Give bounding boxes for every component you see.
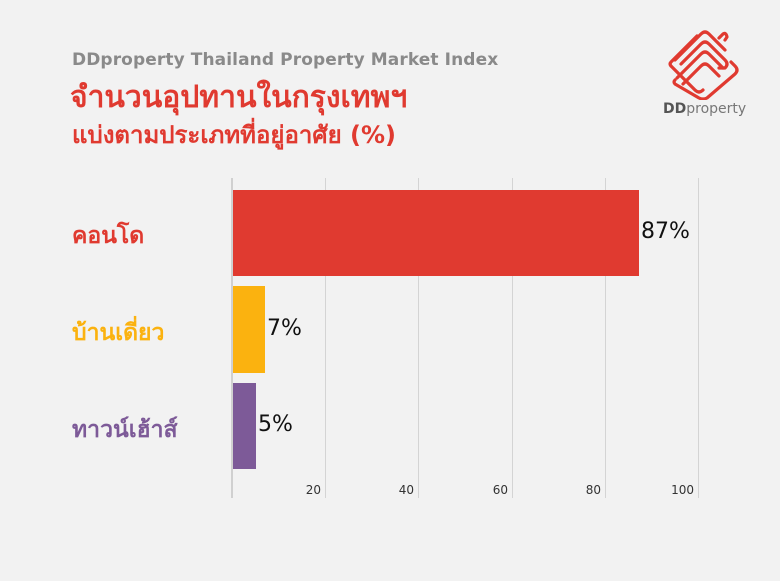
logo-wordmark: DDproperty bbox=[663, 101, 746, 117]
gridline-20 bbox=[325, 178, 326, 498]
bar-single-house bbox=[233, 286, 265, 373]
x-tick-label: 40 bbox=[398, 483, 414, 497]
category-label-single-house: บ้านเดี่ยว bbox=[72, 320, 165, 346]
category-label-townhouse: ทาวน์เฮ้าส์ bbox=[72, 417, 178, 443]
gridline-60 bbox=[512, 178, 513, 498]
y-axis-line bbox=[231, 178, 233, 498]
value-label-condo: 87% bbox=[641, 219, 690, 244]
x-tick-label: 20 bbox=[305, 483, 321, 497]
x-tick-label: 60 bbox=[492, 483, 508, 497]
value-label-single-house: 7% bbox=[267, 316, 302, 341]
gridline-40 bbox=[418, 178, 419, 498]
x-tick-label: 80 bbox=[585, 483, 601, 497]
chart-title-line2: แบ่งตามประเภทที่อยู่อาศัย (%) bbox=[72, 121, 396, 149]
x-tick-label: 100 bbox=[671, 483, 694, 497]
logo-text-property: property bbox=[686, 101, 747, 117]
category-label-condo: คอนโด bbox=[72, 223, 145, 249]
ddproperty-house-logo-icon bbox=[668, 30, 739, 100]
bar-townhouse bbox=[233, 383, 256, 469]
chart-subtitle: DDproperty Thailand Property Market Inde… bbox=[72, 50, 499, 70]
ddproperty-logo: DDproperty bbox=[663, 28, 746, 123]
gridline-80 bbox=[605, 178, 606, 498]
bar-condo bbox=[233, 190, 639, 276]
chart-title: จำนวนอุปทานในกรุงเทพฯ bbox=[70, 80, 408, 115]
value-label-townhouse: 5% bbox=[258, 412, 293, 437]
gridline-100 bbox=[698, 178, 699, 498]
logo-text-dd: DD bbox=[663, 101, 687, 117]
